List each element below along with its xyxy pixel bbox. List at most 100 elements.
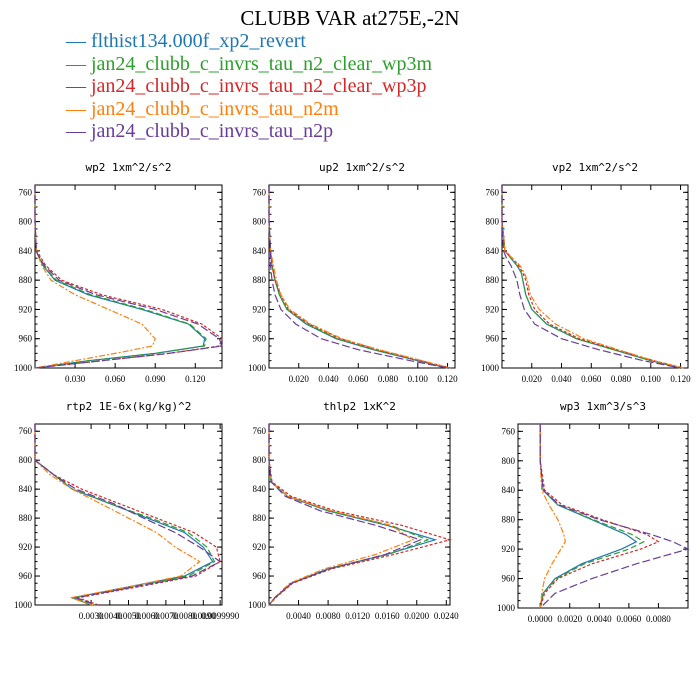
series-line-5 [539, 424, 690, 609]
y-tick-label: 920 [253, 542, 267, 552]
y-tick-label: 760 [19, 187, 33, 197]
series-line-3 [268, 185, 451, 369]
legend-swatch-4: — [66, 97, 91, 120]
y-tick-label: 960 [253, 571, 267, 581]
y-tick-label: 800 [19, 455, 33, 465]
y-tick-label: 760 [19, 426, 33, 436]
y-tick-label: 840 [502, 485, 516, 495]
y-tick-label: 840 [253, 246, 267, 256]
x-tick-label: 0.120 [437, 374, 458, 384]
x-tick-label: 0.0060 [135, 611, 160, 621]
panel-title-5: thlp2 1xK^2 [323, 400, 396, 413]
series-line-3 [268, 424, 453, 606]
series-line-3 [539, 424, 660, 609]
x-tick-label: 0.0090 [191, 611, 216, 621]
x-tick-label: 0.060 [581, 374, 602, 384]
series-line-5 [34, 424, 222, 606]
y-tick-label: 840 [19, 484, 33, 494]
x-tick-label: 0.100 [408, 374, 429, 384]
x-tick-label: 0.060 [105, 374, 126, 384]
y-tick-label: 800 [486, 217, 500, 227]
legend-label-3: jan24_clubb_c_invrs_tau_n2_clear_wp3p [91, 75, 427, 97]
legend-swatch-1: — [66, 30, 91, 52]
y-tick-label: 1000 [14, 363, 33, 373]
series-line-1 [539, 424, 638, 609]
y-tick-label: 1000 [14, 600, 33, 610]
panel-1: wp2 1xm^2/s^2 760 800 840 880 920 960 1000 0.030… [14, 161, 223, 384]
y-tick-label: 920 [486, 304, 500, 314]
x-tick-label: 0.030 [65, 374, 86, 384]
series-line-4 [501, 185, 684, 369]
series-line-5 [268, 185, 448, 369]
figure-title: CLUBB VAR at275E,-2N [240, 6, 460, 30]
legend-entry-5: — jan24_clubb_c_invrs_tau_n2p [66, 120, 432, 143]
y-tick-label: 760 [486, 187, 500, 197]
series-line-4 [34, 185, 156, 369]
x-tick-label: 0.0040 [97, 611, 122, 621]
panel-2: up2 1xm^2/s^2 760 800 840 880 920 960 1000 0.020… [248, 161, 458, 384]
y-tick-label: 800 [502, 456, 516, 466]
series-line-3 [34, 424, 221, 606]
x-tick-label: 0.020 [289, 374, 310, 384]
y-tick-label: 880 [19, 275, 33, 285]
x-tick-label: 0.120 [185, 374, 206, 384]
x-tick-label: 0.060 [348, 374, 369, 384]
x-tick-label: 0.020 [522, 374, 543, 384]
legend-entry-1: — flthist134.000f_xp2_revert [66, 30, 432, 53]
x-tick-label: 0.0160 [375, 611, 400, 621]
y-tick-label: 1000 [248, 363, 267, 373]
legend: — flthist134.000f_xp2_revert — jan24_clu… [66, 30, 432, 143]
plot-frame [268, 184, 456, 369]
series-line-4 [268, 424, 415, 606]
y-tick-label: 920 [253, 304, 267, 314]
legend-label-1: flthist134.000f_xp2_revert [91, 30, 306, 52]
x-tick-label: 0.090 [145, 374, 166, 384]
x-tick-label: 0.0070 [154, 611, 179, 621]
panel-title-6: wp3 1xm^3/s^3 [560, 400, 646, 413]
legend-label-5: jan24_clubb_c_invrs_tau_n2p [91, 120, 334, 142]
x-tick-label: 0.0030 [79, 611, 104, 621]
panel-title-4: rtp2 1E-6x(kg/kg)^2 [66, 400, 192, 413]
panel-title-3: vp2 1xm^2/s^2 [552, 161, 638, 174]
y-tick-label: 760 [502, 426, 516, 436]
legend-entry-3: — jan24_clubb_c_invrs_tau_n2_clear_wp3p [66, 75, 432, 98]
plot-frame [34, 184, 223, 369]
y-tick-label: 960 [486, 334, 500, 344]
series-line-5 [34, 185, 223, 369]
y-tick-label: 1000 [497, 603, 516, 613]
legend-label-4: jan24_clubb_c_invrs_tau_n2m [91, 97, 339, 120]
x-tick-label: 0.0000 [528, 614, 553, 624]
y-tick-label: 800 [19, 217, 33, 227]
x-tick-label: 0.0040 [286, 611, 311, 621]
y-tick-label: 760 [253, 426, 267, 436]
y-tick-label: 880 [502, 515, 516, 525]
plot-frame [268, 423, 451, 606]
y-tick-label: 800 [253, 217, 267, 227]
y-tick-label: 960 [253, 334, 267, 344]
plot-frame [501, 184, 689, 369]
x-tick-label: 0.0060 [616, 614, 641, 624]
x-tick-label: 0.0120 [345, 611, 370, 621]
legend-entry-2: — jan24_clubb_c_invrs_tau_n2_clear_wp3m [66, 53, 432, 76]
series-line-4 [268, 185, 451, 369]
series-line-2 [34, 185, 207, 369]
x-tick-label: 0.100 [641, 374, 662, 384]
x-tick-label: 0.080 [611, 374, 632, 384]
x-tick-label: 0.080 [378, 374, 399, 384]
panel-6: wp3 1xm^3/s^3 760 800 840 880 920 960 1000 0.000… [497, 400, 690, 624]
series-line-2 [539, 424, 645, 609]
series-line-3 [501, 185, 684, 369]
panel-title-2: up2 1xm^2/s^2 [319, 161, 405, 174]
y-tick-label: 880 [253, 513, 267, 523]
x-tick-label: 0.120 [670, 374, 691, 384]
panel-3: vp2 1xm^2/s^2 760 800 840 880 920 960 1000 0.020… [481, 161, 691, 384]
y-tick-label: 880 [19, 513, 33, 523]
panel-4: rtp2 1E-6x(kg/kg)^2 760 800 840 880 920 960 100… [14, 400, 240, 621]
y-tick-label: 920 [19, 304, 33, 314]
y-tick-label: 760 [253, 187, 267, 197]
series-line-3 [34, 185, 223, 369]
plot-frame [34, 423, 223, 606]
legend-swatch-3: — [66, 75, 91, 97]
x-tick-label: 0.0050 [116, 611, 141, 621]
